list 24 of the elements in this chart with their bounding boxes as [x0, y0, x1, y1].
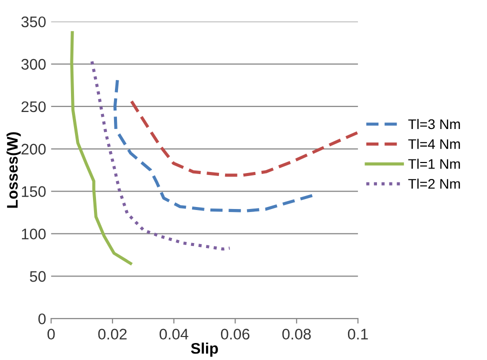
y-tick-label: 200: [22, 144, 46, 155]
legend-label: Tl=2 Nm: [408, 178, 460, 189]
line-series: [90, 60, 232, 251]
x-tick-label: 0.04: [160, 328, 188, 340]
legend-label: Tl=3 Nm: [408, 118, 460, 130]
x-tick-label: 0.1: [348, 328, 368, 340]
y-tick-label: 300: [21, 58, 46, 70]
x-tick-label: 0.08: [282, 328, 311, 340]
x-tick-label: 0.02: [98, 328, 127, 340]
y-tick-label: 150: [22, 186, 46, 197]
y-tick-label: 0: [38, 313, 46, 324]
x-tick-label: 0: [47, 328, 55, 340]
y-tick-label: 50: [30, 271, 46, 282]
y-axis-title: Losses(W): [6, 132, 21, 208]
y-tick-label: 350: [21, 16, 46, 28]
y-tick-label: 250: [22, 101, 46, 112]
line-series: [70, 31, 132, 265]
legend-label: Tl=4 Nm: [408, 138, 460, 149]
line-series: [113, 78, 314, 212]
legend-label: Tl=1 Nm: [408, 158, 460, 169]
x-tick-label: 0.06: [220, 328, 250, 340]
line-series: [130, 100, 358, 177]
y-tick-label: 100: [22, 228, 46, 240]
x-axis-title: Slip: [190, 342, 218, 357]
